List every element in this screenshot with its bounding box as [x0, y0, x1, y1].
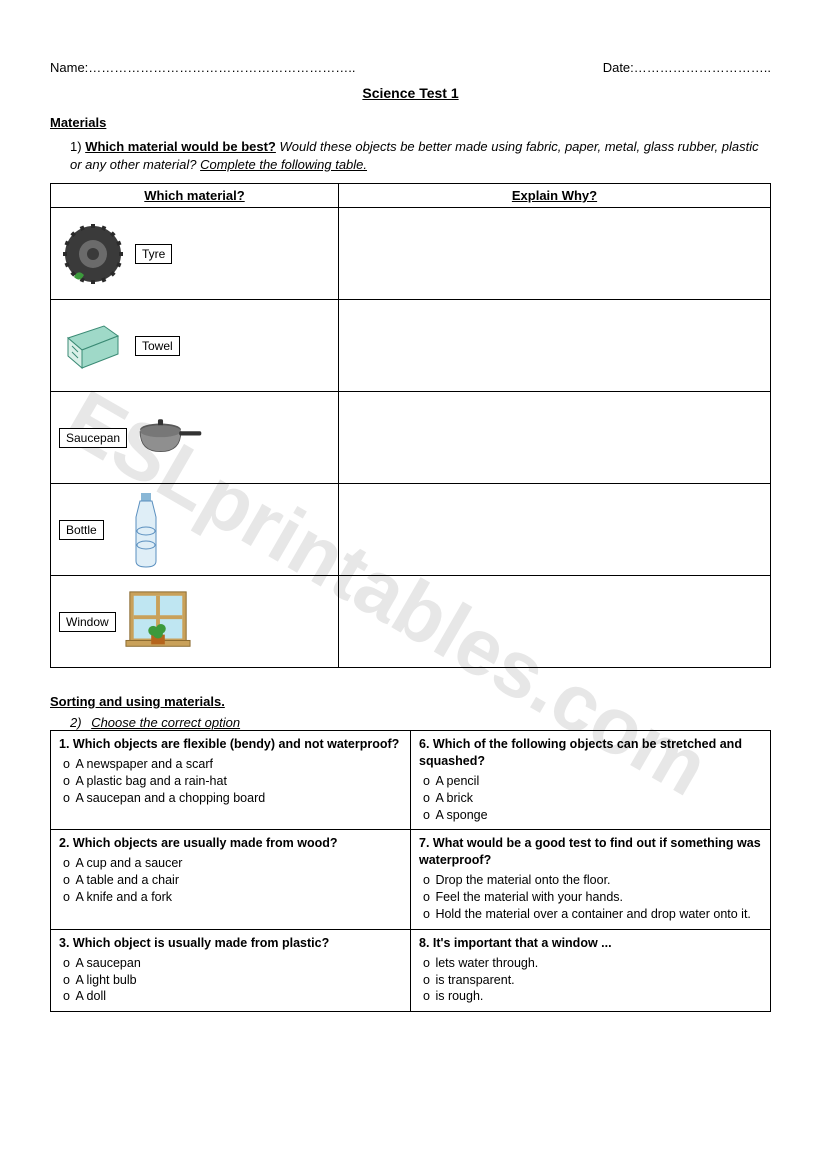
mcq-option[interactable]: A light bulb: [63, 972, 402, 989]
object-cell: Bottle: [51, 484, 339, 576]
table-row: Bottle: [51, 484, 771, 576]
mcq-cell: 2. Which objects are usually made from w…: [51, 830, 411, 929]
answer-cell[interactable]: [339, 576, 771, 668]
mcq-cell: 3. Which object is usually made from pla…: [51, 929, 411, 1012]
q1-number: 1): [70, 139, 82, 154]
date-field-label: Date:…………………………..: [603, 60, 771, 75]
col-explain-why: Explain Why?: [339, 184, 771, 208]
object-cell: Tyre: [51, 208, 339, 300]
answer-cell[interactable]: [339, 484, 771, 576]
mcq-option[interactable]: is transparent.: [423, 972, 762, 989]
answer-cell[interactable]: [339, 300, 771, 392]
mcq-table: 1. Which objects are flexible (bendy) an…: [50, 730, 771, 1012]
object-label: Window: [59, 612, 116, 632]
mcq-option[interactable]: Hold the material over a container and d…: [423, 906, 762, 923]
q1-tail: Complete the following table.: [200, 157, 367, 172]
object-label: Towel: [135, 336, 180, 356]
object-cell: Window: [51, 576, 339, 668]
mcq-option[interactable]: A table and a chair: [63, 872, 402, 889]
object-label: Tyre: [135, 244, 172, 264]
table-row: Window: [51, 576, 771, 668]
window-icon: [124, 588, 192, 656]
mcq-option[interactable]: A plastic bag and a rain-hat: [63, 773, 402, 790]
q2-instruction: Choose the correct option: [91, 715, 240, 730]
mcq-row: 3. Which object is usually made from pla…: [51, 929, 771, 1012]
mcq-question: 1. Which objects are flexible (bendy) an…: [59, 736, 402, 753]
answer-cell[interactable]: [339, 392, 771, 484]
q1-lead: Which material would be best?: [85, 139, 276, 154]
mcq-option[interactable]: A newspaper and a scarf: [63, 756, 402, 773]
object-label: Bottle: [59, 520, 104, 540]
mcq-question: 6. Which of the following objects can be…: [419, 736, 762, 770]
mcq-option[interactable]: A cup and a saucer: [63, 855, 402, 872]
answer-cell[interactable]: [339, 208, 771, 300]
bottle-icon: [112, 496, 180, 564]
mcq-option[interactable]: is rough.: [423, 988, 762, 1005]
mcq-cell: 7. What would be a good test to find out…: [411, 830, 771, 929]
table-row: Saucepan: [51, 392, 771, 484]
mcq-option[interactable]: A saucepan and a chopping board: [63, 790, 402, 807]
table-row: Tyre: [51, 208, 771, 300]
header-row: Name:…………………………………………………….. Date:……………………: [50, 60, 771, 75]
mcq-question: 8. It's important that a window ...: [419, 935, 762, 952]
object-cell: Saucepan: [51, 392, 339, 484]
section-materials-head: Materials: [50, 115, 771, 130]
mcq-option[interactable]: A sponge: [423, 807, 762, 824]
towel-icon: [59, 312, 127, 380]
col-which-material: Which material?: [51, 184, 339, 208]
q2-number: 2): [70, 715, 82, 730]
mcq-cell: 8. It's important that a window ... lets …: [411, 929, 771, 1012]
mcq-row: 2. Which objects are usually made from w…: [51, 830, 771, 929]
mcq-option[interactable]: A saucepan: [63, 955, 402, 972]
mcq-row: 1. Which objects are flexible (bendy) an…: [51, 731, 771, 830]
mcq-question: 3. Which object is usually made from pla…: [59, 935, 402, 952]
materials-table: Which material? Explain Why? Tyre Towel: [50, 183, 771, 668]
question-2-prompt: 2) Choose the correct option: [70, 715, 771, 730]
mcq-option[interactable]: A doll: [63, 988, 402, 1005]
question-1-prompt: 1) Which material would be best? Would t…: [70, 138, 771, 173]
name-field-label: Name:……………………………………………………..: [50, 60, 356, 75]
table-row: Towel: [51, 300, 771, 392]
mcq-option[interactable]: Drop the material onto the floor.: [423, 872, 762, 889]
section-sorting-head: Sorting and using materials.: [50, 694, 771, 709]
mcq-question: 7. What would be a good test to find out…: [419, 835, 762, 869]
mcq-option[interactable]: A pencil: [423, 773, 762, 790]
mcq-option[interactable]: Feel the material with your hands.: [423, 889, 762, 906]
object-label: Saucepan: [59, 428, 127, 448]
object-cell: Towel: [51, 300, 339, 392]
page-title: Science Test 1: [50, 85, 771, 101]
mcq-question: 2. Which objects are usually made from w…: [59, 835, 402, 852]
tyre-icon: [59, 220, 127, 288]
mcq-option[interactable]: lets water through.: [423, 955, 762, 972]
mcq-cell: 6. Which of the following objects can be…: [411, 731, 771, 830]
mcq-option[interactable]: A knife and a fork: [63, 889, 402, 906]
mcq-cell: 1. Which objects are flexible (bendy) an…: [51, 731, 411, 830]
saucepan-icon: [135, 404, 203, 472]
mcq-option[interactable]: A brick: [423, 790, 762, 807]
